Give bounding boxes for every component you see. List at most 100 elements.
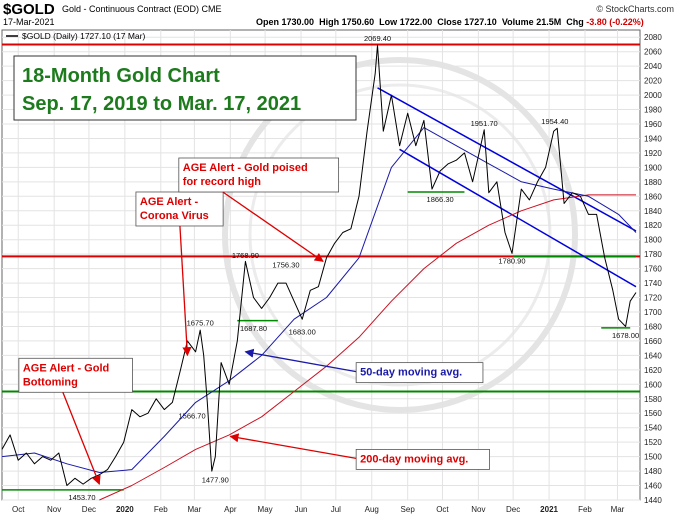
annotation-record-high-box <box>178 157 340 193</box>
value-label: 1687.80 <box>240 324 267 333</box>
annotation-200-day-arrow <box>229 433 357 460</box>
annotation-gold-bottoming: AGE Alert - Gold Bottoming <box>18 357 133 485</box>
y-tick-label: 1460 <box>644 482 662 491</box>
volume-label: Volume <box>501 17 534 27</box>
x-tick-label: Dec <box>506 505 520 514</box>
annotation-gold-bottoming-text: Bottoming <box>23 376 78 388</box>
y-tick-label: 1940 <box>644 134 662 143</box>
x-tick-label: Feb <box>578 505 592 514</box>
chg-value: -3.80 (-0.22%) <box>586 17 644 27</box>
x-tick-label: Nov <box>47 505 61 514</box>
y-tick-label: 1600 <box>644 380 662 389</box>
y-tick-label: 1440 <box>644 496 662 505</box>
x-tick-label: Feb <box>154 505 168 514</box>
close-label: Close <box>437 17 462 27</box>
quote-date: 17-Mar-2021 <box>3 17 55 27</box>
value-label: 1678.00 <box>612 331 639 340</box>
y-tick-label: 1920 <box>644 149 662 158</box>
value-label: 1566.70 <box>179 411 206 420</box>
y-tick-label: 1900 <box>644 163 662 172</box>
y-tick-label: 2040 <box>644 62 662 71</box>
ohlc-readout: Open 1730.00 High 1750.60 Low 1722.00 Cl… <box>256 17 644 27</box>
y-axis: 1440 1460 1480 1500 1520 1540 1560 1580 1600 1620… <box>644 33 662 505</box>
x-tick-label: Oct <box>12 505 25 514</box>
x-tick-label: Nov <box>471 505 485 514</box>
x-tick-label: Apr <box>224 505 237 514</box>
annotation-gold-bottoming-arrow <box>62 392 101 485</box>
value-label: 1768.90 <box>232 251 259 260</box>
chart-title: 18-Month Gold Chart <box>22 65 220 87</box>
annotation-corona-virus-text: Corona Virus <box>140 210 209 222</box>
ma200-line <box>99 194 636 501</box>
value-label: 1756.30 <box>272 260 299 269</box>
y-tick-label: 1540 <box>644 424 662 433</box>
legend-text: $GOLD (Daily) 1727.10 (17 Mar) <box>22 31 145 41</box>
symbol: $GOLD <box>3 1 55 18</box>
y-tick-label: 1860 <box>644 192 662 201</box>
x-axis: Oct Nov Dec 2020 Feb Mar Apr May Jun Jul Aug Sep Oct… <box>12 505 625 514</box>
stockcharts-credit: © StockCharts.com <box>596 4 674 14</box>
value-label: 1453.70 <box>68 493 95 502</box>
y-tick-label: 1680 <box>644 322 662 331</box>
x-tick-label: 2021 <box>540 505 558 514</box>
value-label: 2069.40 <box>364 34 391 43</box>
x-tick-label: Jul <box>331 505 341 514</box>
high-value: 1750.60 <box>341 17 375 27</box>
value-label: 1951.70 <box>471 119 498 128</box>
value-label: 1477.90 <box>202 476 229 485</box>
y-tick-label: 1560 <box>644 409 662 418</box>
annotation-record-high: AGE Alert - Gold poised for record high <box>178 157 340 262</box>
instrument-name: Gold - Continuous Contract (EOD) CME <box>62 4 222 14</box>
value-label: 1954.40 <box>541 117 568 126</box>
chg-label: Chg <box>566 17 584 27</box>
watermark-coin-icon <box>222 57 578 413</box>
annotation-corona-virus-text: AGE Alert - <box>140 196 199 208</box>
annotation-50-day-text: 50-day moving avg. <box>360 367 462 379</box>
y-tick-label: 1620 <box>644 366 662 375</box>
x-tick-label: Sep <box>401 505 416 514</box>
annotation-record-high-text: for record high <box>183 176 262 188</box>
annotation-record-high-arrow <box>222 191 324 262</box>
value-label: 1780.90 <box>498 257 525 266</box>
x-tick-label: 2020 <box>116 505 134 514</box>
x-tick-label: Oct <box>436 505 449 514</box>
y-tick-label: 1980 <box>644 106 662 115</box>
annotation-200-day: 200-day moving avg. <box>229 433 490 470</box>
x-tick-label: Aug <box>365 505 379 514</box>
y-tick-label: 1760 <box>644 265 662 274</box>
high-label: High <box>319 17 340 27</box>
title-frame <box>13 55 357 121</box>
y-tick-label: 1800 <box>644 236 662 245</box>
annotation-record-high-text: AGE Alert - Gold poised <box>183 162 308 174</box>
x-tick-label: Dec <box>82 505 96 514</box>
x-tick-label: Mar <box>611 505 625 514</box>
value-label: 1675.70 <box>187 319 214 328</box>
channel-line <box>377 87 637 232</box>
y-tick-label: 2060 <box>644 48 662 57</box>
annotation-200-day-box <box>355 448 490 470</box>
y-tick-label: 1500 <box>644 453 662 462</box>
low-value: 1722.00 <box>399 17 433 27</box>
price-line <box>1 44 637 486</box>
title-box: 18-Month Gold Chart Sep. 17, 2019 to Mar.… <box>13 55 357 121</box>
value-labels: 1453.70 1566.70 1675.70 1477.90 1768.90 1687.… <box>68 34 639 502</box>
annotation-50-day-arrow <box>244 348 357 373</box>
annotation-50-day-box <box>355 362 484 384</box>
y-tick-label: 1720 <box>644 294 662 303</box>
x-tick-label: Jun <box>295 505 308 514</box>
y-tick-label: 1660 <box>644 337 662 346</box>
y-tick-label: 2080 <box>644 33 662 42</box>
close-value: 1727.10 <box>464 17 497 27</box>
y-tick-label: 1880 <box>644 178 662 187</box>
y-tick-label: 2020 <box>644 77 662 86</box>
open-label: Open <box>256 17 280 27</box>
annotation-corona-virus-arrow <box>179 225 192 357</box>
y-tick-label: 1740 <box>644 279 662 288</box>
y-tick-label: 1580 <box>644 395 662 404</box>
y-tick-label: 1640 <box>644 351 662 360</box>
y-tick-label: 1820 <box>644 221 662 230</box>
ma50-line <box>1 127 637 473</box>
x-tick-label: May <box>258 505 273 514</box>
x-tick-label: Mar <box>188 505 202 514</box>
